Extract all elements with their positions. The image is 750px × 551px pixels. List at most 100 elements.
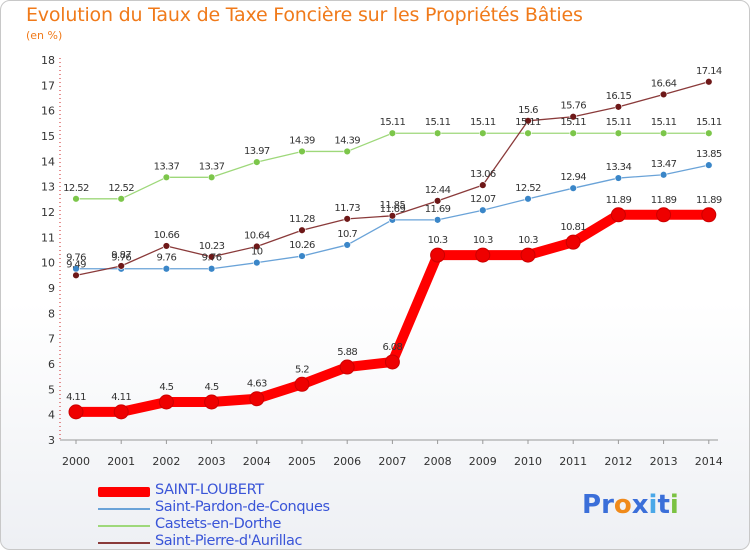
data-label: 13.85: [696, 149, 722, 160]
data-label: 9.76: [156, 253, 176, 264]
data-point: [207, 173, 216, 181]
y-tick-label: 10: [41, 257, 55, 270]
data-point: [204, 394, 220, 410]
x-tick-label: 2008: [424, 455, 452, 468]
data-point: [207, 253, 216, 261]
data-label: 11.28: [289, 214, 315, 225]
data-point: [117, 262, 125, 270]
data-label: 9.76: [66, 253, 86, 264]
x-tick-label: 2000: [62, 455, 90, 468]
data-label: 15.11: [651, 117, 677, 128]
y-tick-label: 7: [48, 333, 55, 346]
data-label: 16.64: [651, 78, 677, 89]
data-label: 10.23: [199, 241, 225, 252]
data-label: 5.88: [337, 347, 357, 358]
data-point: [253, 158, 261, 166]
y-tick-label: 4: [48, 409, 55, 422]
data-label: 11.69: [380, 204, 406, 215]
data-label: 9.87: [111, 250, 131, 261]
data-point: [298, 226, 306, 234]
data-label: 15.76: [560, 101, 586, 112]
data-point: [162, 265, 171, 273]
data-point: [479, 206, 487, 214]
data-point: [705, 161, 713, 169]
data-point: [343, 241, 351, 249]
legend-label: SAINT-LOUBERT: [155, 482, 264, 498]
y-tick-label: 18: [41, 54, 55, 67]
x-tick-label: 2013: [650, 455, 678, 468]
data-label: 4.5: [159, 382, 173, 393]
data-point: [659, 129, 668, 137]
logo-letter: o: [613, 490, 632, 520]
data-label: 13.06: [470, 169, 496, 180]
data-label: 15.11: [606, 117, 632, 128]
data-label: 10.3: [518, 235, 538, 246]
legend-swatch: [98, 525, 150, 527]
y-tick-label: 11: [41, 231, 55, 244]
legend-label: Saint-Pardon-de-Conques: [155, 499, 330, 515]
y-tick-label: 8: [48, 307, 55, 320]
data-point: [656, 207, 672, 223]
data-label: 4.11: [66, 392, 86, 403]
data-label: 12.52: [63, 183, 89, 194]
data-label: 15.6: [518, 105, 538, 116]
data-point: [614, 129, 623, 137]
logo-letter: x: [631, 490, 649, 520]
x-tick-label: 2006: [333, 455, 361, 468]
data-point: [524, 117, 532, 125]
data-label: 11.89: [606, 195, 632, 206]
data-point: [339, 359, 355, 375]
x-tick-label: 2003: [198, 455, 226, 468]
data-point: [433, 129, 442, 137]
data-label: 6.08: [382, 342, 402, 353]
series-layer: [68, 78, 717, 420]
data-point: [343, 147, 351, 156]
data-point: [162, 173, 171, 181]
data-point: [384, 354, 400, 370]
data-label: 15.11: [425, 117, 451, 128]
data-point: [298, 252, 306, 260]
data-label: 15.11: [696, 117, 722, 128]
data-point: [479, 129, 487, 137]
data-label: 11.89: [651, 195, 677, 206]
data-label: 12.07: [470, 194, 496, 205]
data-point: [433, 197, 442, 205]
data-label-layer: 9.76 9.76 9.76 9.76 10 10.26 10.7 11.69 11.69 12.…: [63, 66, 722, 403]
y-tick-label: 5: [48, 383, 55, 396]
x-tick-label: 2007: [378, 455, 406, 468]
data-point: [253, 242, 261, 251]
data-point: [343, 215, 351, 223]
data-point: [294, 376, 310, 392]
x-tick-label: 2001: [107, 455, 135, 468]
y-tick-label: 14: [41, 155, 55, 168]
x-tick-label: 2004: [243, 455, 271, 468]
data-label: 10.3: [473, 235, 493, 246]
data-point: [207, 265, 216, 273]
data-point: [68, 404, 84, 420]
data-label: 13.97: [244, 146, 270, 157]
data-label: 11.73: [334, 203, 360, 214]
logo-letter: i: [669, 490, 679, 520]
data-point: [569, 129, 577, 137]
legend-label: Castets-en-Dorthe: [155, 516, 281, 532]
data-point: [475, 247, 491, 263]
data-label: 13.47: [651, 159, 677, 170]
data-point: [298, 147, 306, 156]
logo-letter: i: [648, 490, 658, 520]
x-tick-label: 2014: [695, 455, 723, 468]
data-label: 15.11: [560, 117, 586, 128]
data-label: 10.81: [560, 222, 586, 233]
y-tick-label: 12: [41, 206, 55, 219]
data-label: 14.39: [289, 135, 315, 146]
data-point: [614, 103, 623, 111]
chart-title: Evolution du Taux de Taxe Foncière sur l…: [26, 4, 583, 26]
data-point: [162, 242, 171, 250]
data-point: [659, 171, 668, 179]
y-tick-label: 3: [48, 434, 55, 447]
legend-swatch: [98, 508, 150, 510]
data-label: 15.11: [380, 117, 406, 128]
line-chart: 3 4 5 6 7 8 9 10 11 12 13 14 15 16 17 18 2000 2001 2002 200…: [41, 54, 723, 468]
data-label: 4.5: [205, 382, 219, 393]
data-point: [388, 212, 397, 220]
data-point: [72, 195, 80, 203]
